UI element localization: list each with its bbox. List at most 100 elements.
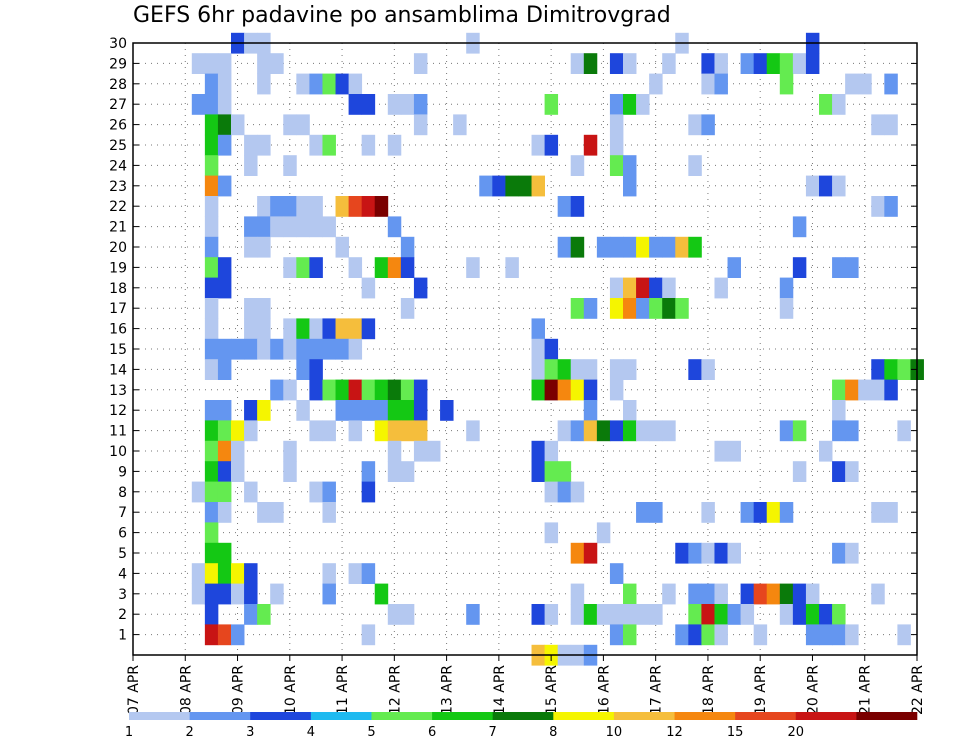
heatmap-cell — [204, 542, 219, 564]
heatmap-cell — [309, 196, 323, 217]
heatmap-cell — [400, 461, 415, 482]
heatmap-cell — [322, 134, 336, 156]
heatmap-cell — [296, 196, 310, 217]
x-tick-label: 12 APR — [387, 665, 403, 715]
heatmap-cell — [701, 583, 715, 605]
heatmap-cell — [204, 338, 219, 360]
heatmap-cell — [832, 379, 846, 401]
heatmap-cell — [740, 583, 755, 605]
heatmap-cell — [805, 175, 820, 197]
heatmap-cell — [688, 583, 702, 605]
heatmap-cell — [845, 420, 859, 442]
heatmap-cell — [257, 400, 271, 421]
heatmap-cell — [387, 420, 402, 442]
heatmap-cell — [570, 583, 585, 605]
heatmap-cell — [204, 604, 219, 625]
heatmap-cell — [871, 379, 885, 401]
heatmap-cell — [387, 257, 402, 278]
heatmap-cell — [570, 298, 585, 319]
heatmap-cell — [387, 440, 402, 462]
heatmap-cell — [217, 624, 232, 646]
y-tick-label: 26 — [109, 118, 127, 134]
y-tick-label: 5 — [118, 546, 127, 562]
heatmap-cell — [701, 114, 715, 136]
heatmap-cell — [309, 134, 323, 156]
heatmap-cell — [832, 604, 846, 625]
legend-label: 8 — [549, 725, 557, 740]
heatmap-cell — [361, 481, 376, 503]
heatmap-cell — [217, 420, 232, 442]
y-tick-label: 19 — [109, 260, 127, 276]
heatmap-cell — [270, 53, 284, 74]
heatmap-cell — [400, 420, 415, 442]
heatmap-cell — [819, 94, 833, 115]
heatmap-cell — [217, 73, 232, 95]
heatmap-cell — [884, 196, 898, 217]
heatmap-cell — [191, 583, 206, 605]
heatmap-cell — [217, 440, 232, 462]
legend-swatch — [371, 712, 433, 720]
x-tick-label: 08 APR — [178, 665, 194, 715]
heatmap-cell — [244, 604, 258, 625]
heatmap-cell — [897, 420, 911, 442]
y-tick-label: 12 — [109, 403, 127, 419]
heatmap-cell — [413, 277, 428, 299]
heatmap-cell — [884, 379, 898, 401]
heatmap-cell — [753, 53, 768, 74]
heatmap-cell — [649, 502, 663, 523]
heatmap-cell — [688, 114, 702, 136]
heatmap-cell — [609, 359, 624, 380]
heatmap-cell — [257, 604, 271, 625]
heatmap-cell — [570, 196, 585, 217]
heatmap-cell — [400, 298, 415, 319]
heatmap-cell — [819, 624, 833, 646]
heatmap-cell — [204, 298, 219, 319]
x-tick-label: 14 APR — [492, 665, 508, 715]
heatmap-cell — [609, 134, 624, 156]
heatmap-cell — [884, 73, 898, 95]
heatmap-cell — [623, 583, 637, 605]
heatmap-cell — [257, 502, 271, 523]
heatmap-cell — [257, 318, 271, 340]
heatmap-cell — [531, 440, 545, 462]
heatmap-cell — [335, 236, 349, 258]
heatmap-cell — [387, 461, 402, 482]
y-axis: 1234567891011121314151617181920212223242… — [109, 36, 917, 644]
heatmap-cell — [636, 420, 650, 442]
y-tick-label: 8 — [118, 485, 127, 501]
heatmap-cell — [309, 318, 323, 340]
heatmap-cell — [204, 461, 219, 482]
legend-label: 4 — [307, 725, 315, 740]
y-tick-label: 10 — [109, 444, 127, 460]
heatmap-cell — [609, 420, 624, 442]
heatmap-cell — [217, 94, 232, 115]
heatmap-cell — [204, 440, 219, 462]
heatmap-cell — [753, 583, 768, 605]
heatmap-cell — [832, 175, 846, 197]
heatmap-cell — [688, 624, 702, 646]
heatmap-cell — [361, 318, 376, 340]
heatmap-cell — [609, 604, 624, 625]
legend-label: 12 — [666, 725, 683, 740]
heatmap-cell — [374, 400, 389, 421]
y-tick-label: 2 — [118, 607, 127, 623]
heatmap-cell — [283, 257, 297, 278]
heatmap-cell — [204, 277, 219, 299]
heatmap-cell — [348, 420, 363, 442]
legend-swatch — [250, 712, 312, 720]
heatmap-cell — [244, 318, 258, 340]
heatmap-cell — [779, 298, 794, 319]
heatmap-cell — [204, 624, 219, 646]
heatmap-cell — [557, 236, 572, 258]
heatmap-cells — [191, 32, 924, 666]
heatmap-cell — [270, 216, 284, 238]
heatmap-cell — [858, 73, 872, 95]
heatmap-cell — [544, 94, 559, 115]
heatmap-cell — [792, 420, 807, 442]
heatmap-cell — [283, 216, 297, 238]
heatmap-cell — [623, 53, 637, 74]
heatmap-cell — [871, 583, 885, 605]
heatmap-cell — [204, 94, 219, 115]
heatmap-cell — [427, 440, 441, 462]
heatmap-cell — [296, 216, 310, 238]
